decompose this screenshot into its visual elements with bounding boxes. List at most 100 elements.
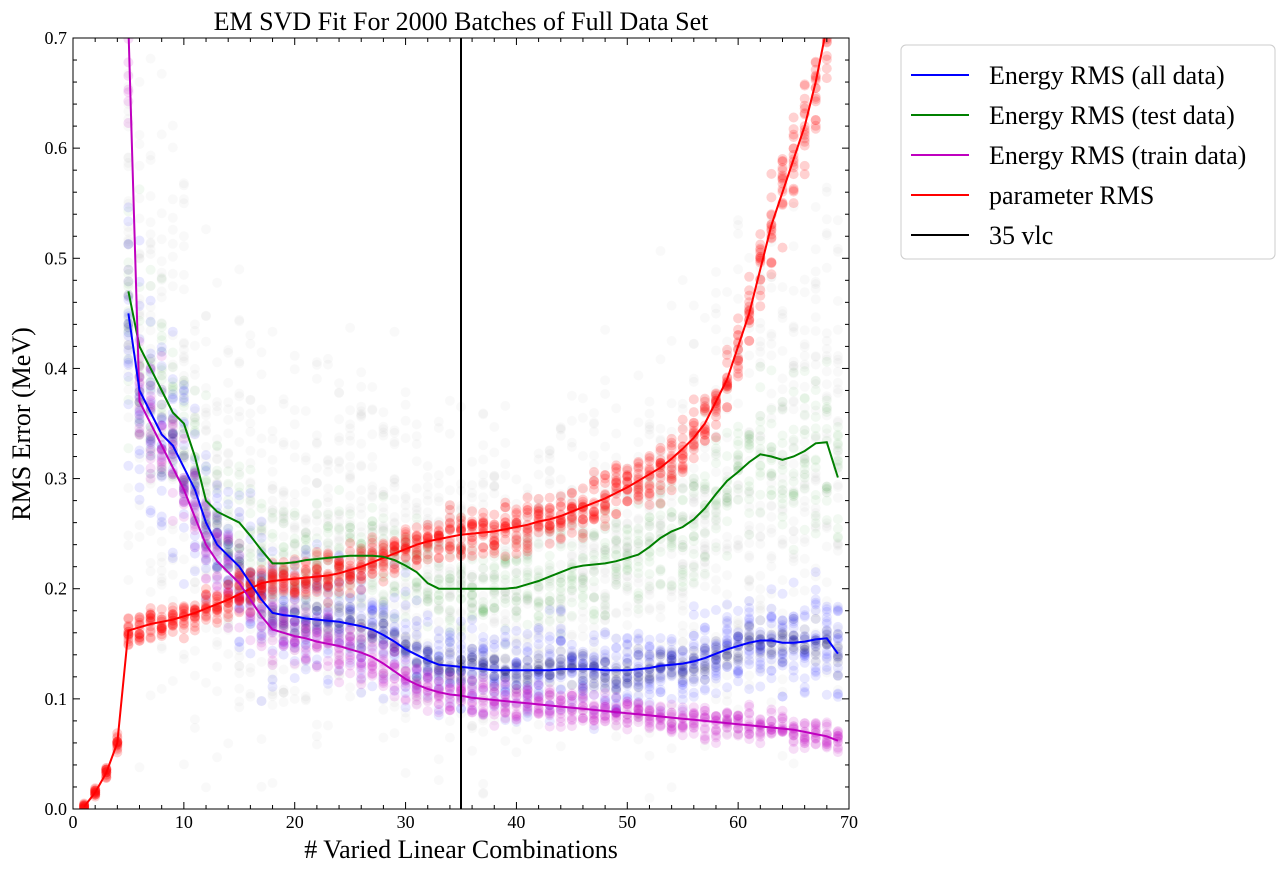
- batch-point: [401, 713, 411, 723]
- batch-point: [677, 675, 688, 686]
- batch-point: [223, 738, 233, 748]
- batch-point: [311, 631, 322, 642]
- batch-point: [688, 691, 699, 702]
- batch-point: [400, 534, 411, 544]
- batch-point: [168, 213, 178, 223]
- batch-point: [168, 676, 178, 686]
- batch-point: [533, 597, 544, 608]
- batch-point: [810, 495, 821, 505]
- batch-point: [422, 587, 433, 598]
- batch-point: [555, 573, 566, 584]
- batch-point: [123, 575, 133, 585]
- batch-point: [600, 325, 610, 335]
- batch-point: [600, 508, 611, 519]
- batch-point: [777, 519, 788, 530]
- batch-point: [656, 613, 666, 623]
- batch-point: [833, 384, 843, 394]
- batch-point: [478, 606, 489, 617]
- batch-point: [178, 380, 189, 391]
- batch-point: [688, 577, 699, 588]
- batch-point: [567, 630, 577, 640]
- batch-point: [123, 371, 134, 382]
- batch-point: [467, 590, 478, 601]
- batch-point: [700, 313, 710, 323]
- batch-point: [123, 239, 134, 250]
- batch-point: [123, 70, 134, 81]
- batch-point: [577, 583, 588, 594]
- batch-point: [178, 522, 189, 533]
- batch-point: [611, 563, 622, 574]
- batch-point: [411, 549, 422, 560]
- batch-point: [777, 691, 788, 702]
- batch-point: [500, 555, 511, 566]
- batch-point: [832, 514, 843, 525]
- batch-point: [234, 642, 245, 653]
- batch-point: [788, 424, 799, 435]
- batch-point: [622, 562, 633, 573]
- batch-point: [157, 208, 167, 218]
- batch-point: [168, 281, 178, 291]
- batch-point: [123, 483, 133, 493]
- batch-point: [356, 439, 366, 449]
- batch-point: [179, 194, 189, 204]
- batch-point: [500, 557, 511, 568]
- batch-point: [135, 532, 145, 542]
- batch-point: [389, 673, 400, 684]
- batch-point: [212, 752, 222, 762]
- batch-point: [289, 616, 300, 627]
- batch-point: [766, 446, 777, 457]
- batch-point: [566, 652, 577, 663]
- batch-point: [300, 593, 311, 604]
- batch-point: [700, 581, 710, 591]
- batch-point: [145, 316, 156, 327]
- batch-point: [401, 513, 411, 523]
- batch-point: [655, 687, 666, 698]
- batch-point: [145, 451, 156, 462]
- batch-point: [123, 412, 133, 422]
- batch-point: [345, 520, 356, 531]
- batch-point: [178, 393, 189, 404]
- batch-point: [755, 489, 766, 500]
- batch-point: [378, 595, 389, 606]
- batch-point: [145, 383, 156, 394]
- batch-point: [234, 591, 245, 602]
- batch-point: [156, 351, 167, 362]
- batch-point: [378, 571, 389, 582]
- batch-point: [167, 428, 178, 439]
- batch-point: [157, 234, 167, 244]
- batch-point: [799, 454, 810, 465]
- batch-point: [511, 687, 522, 698]
- batch-point: [566, 571, 577, 582]
- batch-point: [157, 684, 167, 694]
- batch-point: [522, 629, 533, 639]
- batch-point: [167, 381, 178, 392]
- batch-point: [778, 282, 788, 292]
- batch-point: [811, 279, 821, 289]
- batch-point: [444, 592, 455, 603]
- batch-point: [567, 416, 577, 426]
- batch-point: [300, 620, 311, 631]
- batch-point: [566, 610, 577, 621]
- batch-point: [146, 587, 156, 597]
- batch-point: [145, 295, 156, 306]
- batch-point: [744, 553, 754, 563]
- batch-point: [323, 484, 333, 494]
- batch-point: [755, 663, 766, 674]
- batch-point: [788, 489, 799, 500]
- batch-point: [810, 528, 821, 539]
- batch-point: [522, 569, 533, 580]
- batch-point: [666, 507, 677, 517]
- batch-point: [788, 630, 799, 641]
- batch-point: [755, 584, 765, 594]
- batch-point: [566, 541, 577, 552]
- batch-point: [644, 539, 655, 550]
- batch-point: [234, 543, 245, 554]
- batch-point: [744, 253, 754, 263]
- batch-point: [389, 586, 400, 597]
- batch-point: [267, 584, 278, 595]
- batch-point: [577, 552, 588, 563]
- batch-point: [444, 573, 455, 584]
- batch-point: [167, 394, 178, 405]
- batch-point: [145, 264, 156, 275]
- batch-point: [234, 603, 245, 614]
